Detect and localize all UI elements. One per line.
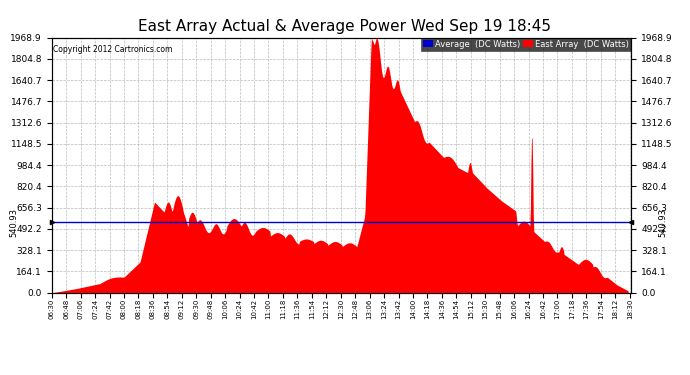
Text: Copyright 2012 Cartronics.com: Copyright 2012 Cartronics.com (53, 45, 172, 54)
Legend: Average  (DC Watts), East Array  (DC Watts): Average (DC Watts), East Array (DC Watts… (421, 38, 631, 51)
Text: 540.93: 540.93 (9, 208, 19, 237)
Text: 540.93: 540.93 (658, 208, 667, 237)
Text: East Array Actual & Average Power Wed Sep 19 18:45: East Array Actual & Average Power Wed Se… (139, 19, 551, 34)
